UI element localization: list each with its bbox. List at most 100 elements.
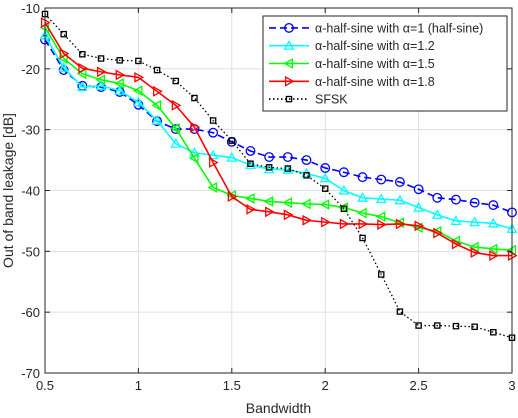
- data-point: [188, 152, 199, 164]
- data-point: [431, 209, 443, 219]
- legend-entry: α-half-sine with α=1.8: [269, 75, 435, 89]
- data-point: [209, 117, 217, 124]
- x-tick-label: 1: [135, 378, 142, 393]
- data-point: [487, 243, 498, 255]
- data-point: [283, 209, 294, 221]
- data-point: [284, 75, 295, 87]
- y-tick-label: -20: [21, 62, 40, 77]
- y-tick-label: -10: [21, 1, 40, 16]
- data-point: [356, 207, 367, 219]
- y-tick-label: -70: [21, 366, 40, 381]
- legend-entry: α-half-sine with α=1 (half-sine): [269, 21, 483, 35]
- data-point: [489, 250, 499, 261]
- data-point: [151, 99, 162, 111]
- data-point: [285, 95, 293, 103]
- data-point: [282, 152, 293, 162]
- data-point: [319, 199, 330, 210]
- data-point: [469, 216, 481, 227]
- x-tick-label: 2: [322, 378, 329, 393]
- y-tick-label: -30: [21, 123, 40, 138]
- data-point: [282, 197, 292, 209]
- data-point: [303, 172, 310, 179]
- data-point: [226, 152, 238, 162]
- data-point: [471, 323, 478, 331]
- data-point: [191, 94, 198, 102]
- data-point: [413, 201, 425, 212]
- y-axis-label: Out of band leakage [dB]: [0, 113, 16, 268]
- data-point: [376, 174, 387, 185]
- data-point: [172, 77, 180, 85]
- y-tick-label: -40: [21, 184, 40, 199]
- data-point: [244, 193, 255, 204]
- data-point: [116, 57, 123, 64]
- data-point: [95, 74, 106, 86]
- data-point: [433, 227, 443, 239]
- data-point: [190, 121, 201, 133]
- data-point: [283, 58, 294, 69]
- data-point: [434, 322, 441, 329]
- data-point: [283, 40, 295, 50]
- data-point: [265, 164, 273, 171]
- data-point: [207, 149, 219, 160]
- data-point: [151, 114, 163, 125]
- data-point: [284, 22, 294, 33]
- data-point: [340, 205, 348, 212]
- data-point: [470, 247, 481, 258]
- data-point: [415, 322, 422, 329]
- data-point: [96, 66, 107, 78]
- legend-label: α-half-sine with α=1.2: [315, 39, 435, 53]
- data-point: [432, 192, 443, 203]
- data-point: [357, 172, 368, 183]
- legend-label: α-half-sine with α=1.5: [315, 57, 435, 71]
- data-point: [58, 61, 70, 72]
- legend-label: α-half-sine with α=1 (half-sine): [315, 21, 483, 35]
- data-point: [170, 123, 180, 134]
- data-point: [95, 80, 107, 90]
- data-point: [132, 85, 143, 97]
- data-point: [377, 271, 385, 278]
- data-point: [170, 138, 182, 148]
- data-point: [338, 202, 348, 213]
- data-point: [265, 206, 275, 218]
- data-point: [414, 220, 425, 232]
- x-tick-label: 2.5: [410, 378, 428, 393]
- data-point: [487, 217, 499, 228]
- data-point: [490, 328, 497, 336]
- data-point: [171, 99, 182, 111]
- data-point: [339, 218, 350, 230]
- x-tick-label: 3: [508, 378, 515, 393]
- data-point: [488, 200, 499, 211]
- data-point: [134, 71, 145, 83]
- data-point: [153, 66, 161, 74]
- data-point: [338, 167, 349, 178]
- data-point: [319, 172, 331, 183]
- data-point: [394, 194, 406, 205]
- data-point: [245, 146, 256, 156]
- legend-entry: α-half-sine with α=1.2: [269, 39, 435, 53]
- legend-entry: SFSK: [269, 93, 348, 107]
- data-point: [413, 184, 424, 195]
- data-point: [375, 193, 387, 204]
- data-point: [396, 308, 404, 315]
- data-point: [227, 191, 238, 202]
- data-point: [451, 238, 462, 250]
- y-tick-label: -60: [21, 305, 40, 320]
- data-point: [209, 157, 219, 168]
- legend-entry: α-half-sine with α=1.5: [269, 57, 435, 71]
- data-point: [450, 215, 462, 226]
- data-point: [452, 322, 460, 330]
- data-point: [247, 160, 254, 167]
- data-point: [321, 216, 331, 228]
- data-point: [246, 203, 257, 215]
- data-point: [97, 55, 105, 62]
- data-point: [263, 196, 274, 207]
- data-point: [208, 127, 219, 138]
- data-point: [60, 30, 67, 38]
- tick-labels: 0.5 1 1.5 2 2.5 3 -70 -60 -50 -40 -30 -20 -10: [21, 1, 515, 393]
- data-point: [300, 198, 311, 210]
- x-tick-label: 1.5: [223, 378, 241, 393]
- x-tick-label: 0.5: [36, 378, 54, 393]
- data-point: [135, 57, 142, 65]
- tick-marks: [44, 7, 513, 374]
- data-point: [284, 165, 292, 172]
